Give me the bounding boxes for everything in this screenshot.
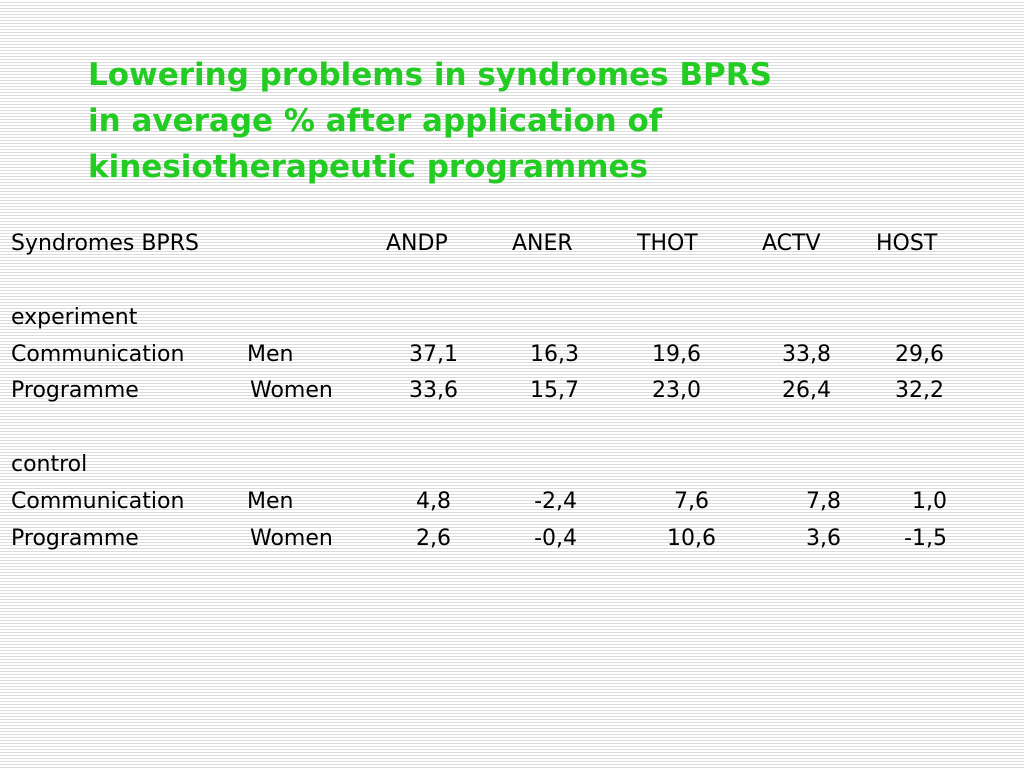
value-cell: 23,0 [652,378,701,403]
value-cell: 32,2 [895,378,944,403]
value-cell: 29,6 [895,342,944,367]
column-header-andp: ANDP [386,231,448,256]
value-cell: 7,6 [674,489,709,514]
value-cell: 33,6 [409,378,458,403]
value-cell: 2,6 [416,526,451,551]
value-cell: 37,1 [409,342,458,367]
title-line-3: kinesiotherapeutic programmes [88,149,648,185]
row-gender: Women [250,526,333,551]
row-label: Programme [11,526,139,551]
value-cell: 4,8 [416,489,451,514]
row-gender: Men [247,489,294,514]
title-line-2: in average % after application of [88,103,663,139]
value-cell: 1,0 [912,489,947,514]
column-header-actv: ACTV [762,231,821,256]
column-header-host: HOST [876,231,938,256]
value-cell: 15,7 [530,378,579,403]
value-cell: -2,4 [534,489,577,514]
row-gender: Men [247,342,294,367]
value-cell: 10,6 [667,526,716,551]
slide-title: Lowering problems in syndromes BPRS in a… [88,52,968,190]
value-cell: 16,3 [530,342,579,367]
column-header-aner: ANER [512,231,573,256]
row-gender: Women [250,378,333,403]
value-cell: 33,8 [782,342,831,367]
title-line-1: Lowering problems in syndromes BPRS [88,57,772,93]
group-label-experiment: experiment [11,305,138,330]
group-label-control: control [11,452,88,477]
row-label: Communication [11,342,185,367]
value-cell: 7,8 [806,489,841,514]
value-cell: -0,4 [534,526,577,551]
value-cell: 26,4 [782,378,831,403]
value-cell: -1,5 [904,526,947,551]
row-label: Communication [11,489,185,514]
value-cell: 3,6 [806,526,841,551]
column-header-thot: THOT [637,231,698,256]
header-label: Syndromes BPRS [11,231,199,256]
value-cell: 19,6 [652,342,701,367]
row-label: Programme [11,378,139,403]
